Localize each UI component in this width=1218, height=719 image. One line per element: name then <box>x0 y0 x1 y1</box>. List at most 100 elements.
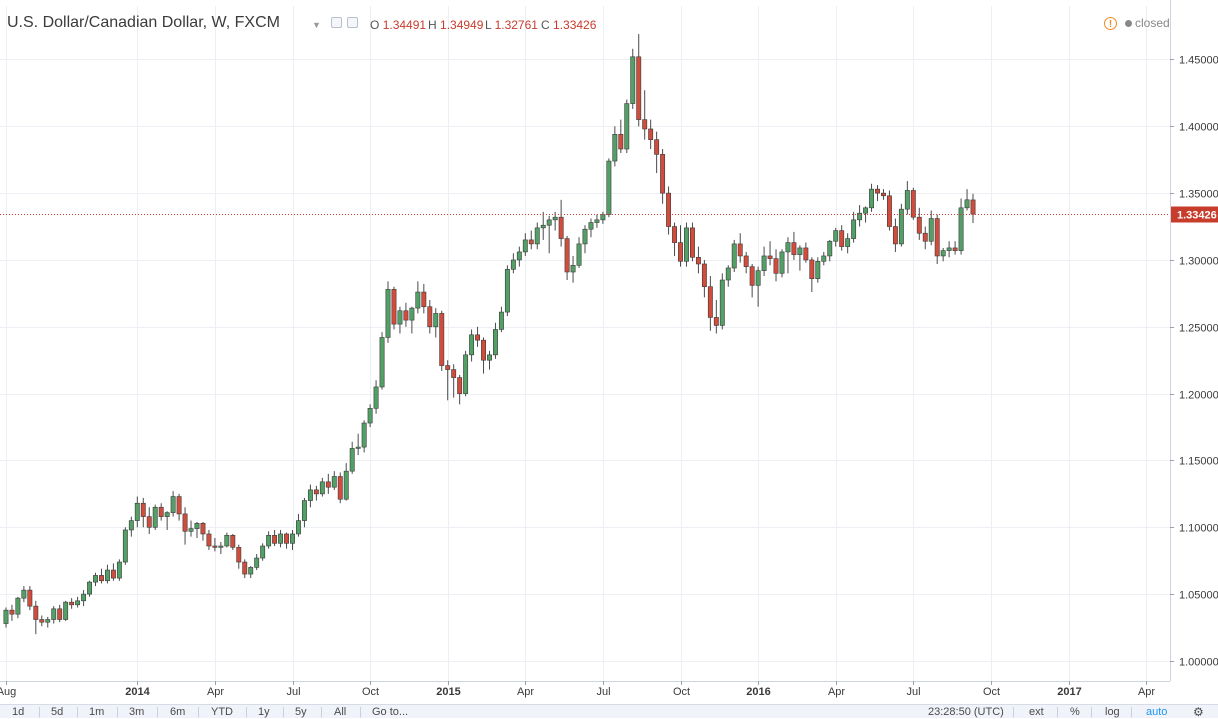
toolbar-divider-icon: | <box>282 706 285 718</box>
candle <box>946 241 952 258</box>
candle-body-down <box>206 533 212 547</box>
candle <box>809 257 815 293</box>
range-all-button[interactable]: All <box>334 706 347 718</box>
candle <box>803 242 809 263</box>
candle <box>904 181 910 215</box>
candle <box>666 186 672 235</box>
time-axis[interactable]: Aug 2014 Apr Jul Oct 2015 Apr Jul Oct 2016 Apr Jul O… <box>0 681 1170 698</box>
candle-body-down <box>33 605 39 620</box>
candle-body-up <box>797 247 803 255</box>
candle <box>27 586 33 611</box>
candle <box>415 281 421 314</box>
candle <box>755 266 761 307</box>
auto-scale-toggle[interactable]: auto <box>1146 706 1168 718</box>
candle <box>224 532 230 548</box>
candle <box>110 563 116 581</box>
candle <box>260 543 266 561</box>
candle <box>689 222 695 262</box>
candle <box>51 606 57 624</box>
candle <box>821 251 827 266</box>
status-text: closed <box>1135 16 1170 30</box>
candle <box>152 504 158 530</box>
candle-body-up <box>570 265 576 273</box>
candle <box>493 322 498 359</box>
candle <box>898 203 904 247</box>
settings-icon[interactable] <box>331 17 342 28</box>
warning-icon[interactable]: ! <box>1104 17 1117 31</box>
price-tick-label: 1.10000 <box>1179 523 1218 535</box>
candle <box>3 607 9 628</box>
candle-body-up <box>188 528 194 532</box>
toolbar-divider-icon: | <box>1056 706 1059 718</box>
candle <box>618 119 624 154</box>
candle-body-up <box>928 218 934 242</box>
price-tick-label: 1.15000 <box>1179 456 1218 468</box>
candle <box>624 99 630 154</box>
candle <box>528 230 534 250</box>
candle-body-up <box>869 188 874 209</box>
ext-hours-toggle[interactable]: ext <box>1029 706 1044 718</box>
toolbar-divider-icon: | <box>116 706 119 718</box>
candle-body-up <box>75 600 81 606</box>
candle-body-down <box>839 230 845 247</box>
candle <box>248 566 254 579</box>
goto-date-button[interactable]: Go to... <box>372 706 409 718</box>
range-3m-button[interactable]: 3m <box>129 706 145 718</box>
candle-body-down <box>528 239 534 245</box>
candle <box>212 537 218 552</box>
range-6m-button[interactable]: 6m <box>170 706 186 718</box>
candle-body-down <box>881 192 886 197</box>
candle <box>266 531 272 549</box>
price-tick-label: 1.35000 <box>1179 189 1218 201</box>
log-scale-toggle[interactable]: log <box>1105 706 1120 718</box>
candle-body-up <box>385 289 391 338</box>
range-1y-button[interactable]: 1y <box>258 706 270 718</box>
candle <box>570 255 576 283</box>
price-tick-label: 1.25000 <box>1179 323 1218 335</box>
candle-body-up <box>248 567 254 575</box>
candle <box>910 187 916 220</box>
candle-body-down <box>875 188 880 194</box>
gear-icon[interactable] <box>347 17 358 28</box>
candle-body-down <box>618 134 624 150</box>
candle-body-down <box>421 291 427 308</box>
candle <box>63 600 69 621</box>
candle <box>99 568 104 584</box>
percent-scale-toggle[interactable]: % <box>1070 706 1080 718</box>
title-dropdown-icon[interactable]: ▼ <box>312 20 321 30</box>
candle-body-up <box>684 227 689 262</box>
candle-body-up <box>15 597 21 615</box>
candle-body-up <box>588 222 594 230</box>
clock-text[interactable]: 23:28:50 (UTC) <box>928 706 1004 718</box>
candle <box>642 90 648 140</box>
range-5d-button[interactable]: 5d <box>51 706 64 718</box>
candle-body-down <box>176 496 182 515</box>
gear-settings-icon[interactable]: ⚙ <box>1193 705 1204 719</box>
candle-body-up <box>409 307 415 321</box>
symbol-title[interactable]: U.S. Dollar/Canadian Dollar, W, FXCM <box>7 14 280 31</box>
candle-body-down <box>451 369 457 378</box>
candle <box>290 529 295 551</box>
range-ytd-button[interactable]: YTD <box>211 706 233 718</box>
candle-body-up <box>373 386 379 409</box>
candle-body-up <box>600 214 606 221</box>
candle-body-up <box>319 481 325 495</box>
candle-body-up <box>725 267 731 281</box>
toolbar-divider-icon: | <box>245 706 248 718</box>
candle-body-up <box>63 601 69 620</box>
candle <box>576 237 582 268</box>
candle <box>373 380 379 414</box>
range-5y-button[interactable]: 5y <box>295 706 307 718</box>
range-1d-button[interactable]: 1d <box>12 706 25 718</box>
candle-body-down <box>427 306 433 328</box>
candle <box>188 520 194 537</box>
price-axis[interactable]: 1.00000 1.05000 1.10000 1.15000 1.20000 1.250… <box>1170 0 1218 704</box>
candle <box>516 246 522 267</box>
candle-body-down <box>284 533 289 544</box>
range-1m-button[interactable]: 1m <box>89 706 105 718</box>
candle <box>564 235 570 281</box>
candle-body-down <box>886 195 892 227</box>
candle <box>522 233 528 256</box>
candle-body-down <box>212 545 218 548</box>
